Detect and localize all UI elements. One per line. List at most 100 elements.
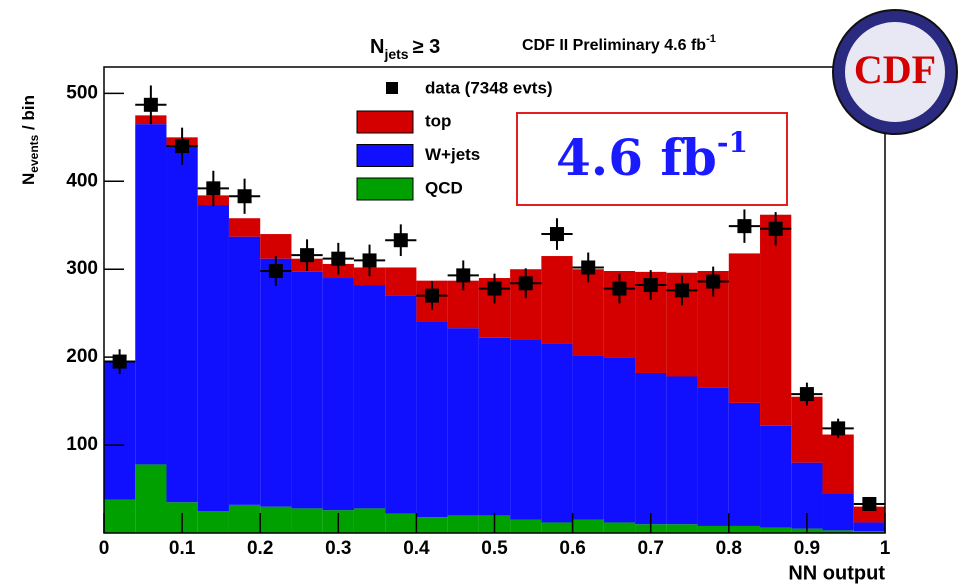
histogram-bar [478,337,511,516]
data-point [581,260,596,275]
histogram-bar [635,372,667,525]
histogram-bar [291,508,323,533]
luminosity-text: 4.6 fb-1 [556,126,748,188]
histogram-bar [572,269,604,356]
histogram-bar [603,522,636,533]
legend-swatch [356,110,414,134]
histogram-bar [385,513,417,533]
histogram-bar [697,525,729,533]
histogram-bar [728,525,761,533]
histogram-bar [385,295,417,514]
data-point [706,274,721,289]
legend-swatch [356,144,414,167]
histogram-bar [166,146,198,503]
histogram-bar [572,355,604,520]
y-axis-label: Nevents / bin [19,95,41,185]
data-point [300,248,315,263]
data-point [549,227,564,242]
y-label-main: N [19,173,38,185]
y-tick-label: 300 [66,258,98,279]
histogram-bar [853,522,885,532]
x-tick-label: 0.2 [247,538,273,559]
subtitle-sup: -1 [706,33,716,45]
annotation-main: N [370,36,384,58]
histogram-bar [760,425,792,528]
histogram-bar [822,530,854,533]
legend-marker [386,82,398,94]
histogram-bar [447,515,479,533]
data-point [175,139,190,154]
data-point [737,219,752,234]
data-point [268,263,283,278]
histogram-bar [541,343,573,523]
histogram-bar [728,253,761,403]
histogram-bar [104,499,136,533]
logo-text: CDF [854,47,936,92]
histogram-bar [135,464,167,533]
histogram-bar [510,339,542,520]
x-tick-label: 0.8 [716,538,742,559]
histogram-bar [760,214,792,426]
legend-label: QCD [425,178,463,197]
annotation-rest: ≥ 3 [413,36,441,58]
x-tick-label: 0.6 [559,538,585,559]
data-point [393,233,408,248]
legend-label: data (7348 evts) [425,78,553,97]
histogram-bar [385,267,417,296]
y-label-rest: / bin [19,95,38,135]
histogram-bar [135,124,167,465]
luminosity-sup: -1 [717,126,748,159]
histogram-bar [353,508,386,533]
data-point [206,181,221,196]
x-tick-label: 0.9 [794,538,820,559]
histogram-bar [260,506,292,533]
data-point [331,251,346,266]
histogram-bar [760,527,792,533]
x-tick-label: 0 [99,538,110,559]
histogram-bar [260,234,292,259]
histogram-bar [260,258,292,507]
data-point [425,288,440,303]
annotation-sub: jets [383,46,408,62]
histogram-bar [822,434,854,494]
histogram-bar [541,256,573,344]
y-label-sub: events [27,134,41,172]
histogram-bar [603,357,636,523]
histogram-bar [104,361,136,500]
logo: CDF [832,9,958,135]
histogram-bar [291,271,323,509]
x-tick-label: 1 [880,538,891,559]
data-point [487,281,502,296]
histogram-bar [228,236,261,505]
x-tick-label: 0.5 [481,538,508,559]
data-point [143,97,158,112]
data-point [518,276,533,291]
subtitle: CDF II Preliminary 4.6 fb-1 [522,33,716,54]
histogram-bar [510,519,542,533]
histogram-bar [197,205,229,512]
data-point [456,268,471,283]
legend-label: W+jets [425,145,480,164]
x-tick-label: 0.7 [637,538,663,559]
histogram-bar [666,524,698,533]
luminosity-frame [516,112,788,206]
data-point [862,496,877,511]
histogram-bar [197,511,229,533]
histogram-bar [853,506,885,523]
histogram-bar [228,504,261,533]
annotation: Njets ≥ 3 [370,36,440,61]
luminosity-main: 4.6 fb [556,128,717,187]
histogram-bar [353,285,386,509]
data-point [112,354,127,369]
data-point [237,189,252,204]
histogram-bar [666,376,698,525]
logo-disc [845,22,945,122]
x-tick-label: 0.3 [325,538,351,559]
x-tick-label: 0.1 [169,538,196,559]
y-tick-label: 100 [66,434,98,455]
legend: data (7348 evts) top W+jets QCD [356,78,553,201]
y-tick-label: 400 [66,170,98,191]
histogram-bar [791,396,823,463]
